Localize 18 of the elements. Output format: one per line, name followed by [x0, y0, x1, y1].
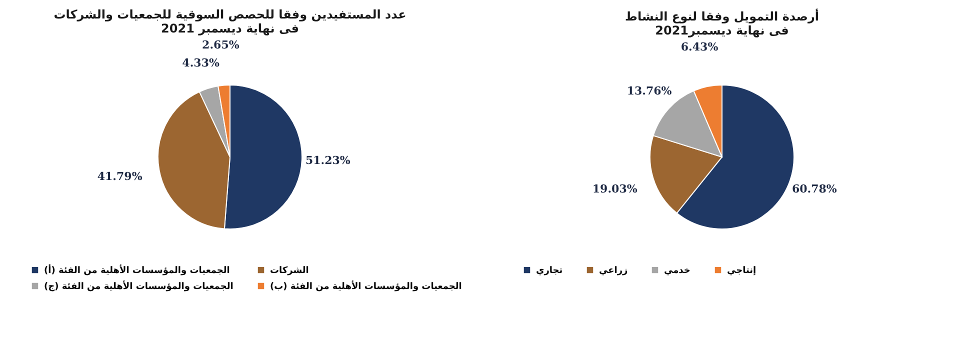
data-label: 13.76%: [626, 84, 672, 98]
legend-label: الجمعيات والمؤسسات الأهلية من الفئة (ج): [44, 280, 234, 292]
data-label: 51.23%: [305, 154, 351, 167]
legend-label: زراعي: [599, 266, 628, 276]
data-label: 4.33%: [182, 56, 220, 70]
data-label: 19.03%: [592, 182, 638, 196]
data-label: 41.79%: [97, 170, 143, 184]
legend-label: إنتاجي: [727, 266, 756, 276]
chart-title: أرصدة التمويل وفقا لنوع النشاط فى نهاية ديسمبر2021: [625, 8, 819, 38]
legend-label: الشركات: [270, 266, 309, 276]
data-label: 2.65%: [202, 38, 240, 52]
data-label: 6.43%: [680, 40, 719, 54]
legend-label: خدمي: [664, 266, 690, 276]
legend-label: الجمعيات والمؤسسات الأهلية من الفئة (ب): [270, 280, 462, 292]
legend-label: الجمعيات والمؤسسات الأهلية من الفئة (أ): [44, 264, 230, 276]
data-label: 60.78%: [792, 182, 838, 196]
chart-title: عدد المستفيدين وفقا للحصص السوقية للجمعيات والشركات فى نهاية ديسمبر 2021: [54, 7, 406, 36]
legend-label: تجاري: [536, 266, 563, 276]
